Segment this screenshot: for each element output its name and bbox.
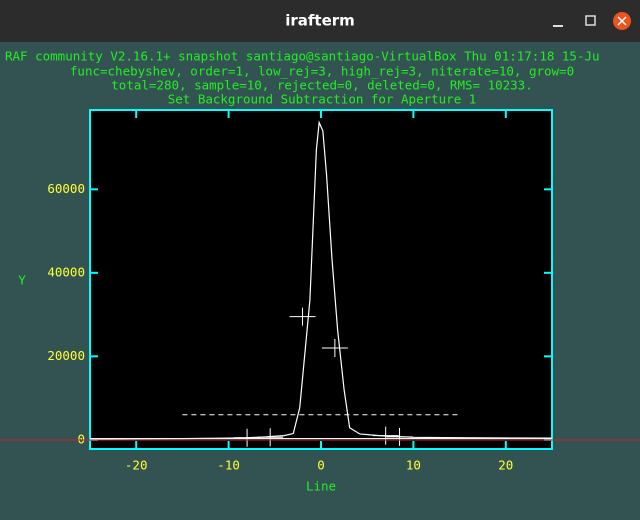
sample-cross xyxy=(321,338,348,357)
maximize-button[interactable] xyxy=(585,15,596,26)
header-line: Set Background Subtraction for Aperture … xyxy=(168,92,477,107)
close-button[interactable] xyxy=(613,12,631,30)
title-bar xyxy=(0,0,640,42)
plot-area xyxy=(89,109,553,450)
x-tick-label: -20 xyxy=(125,458,148,473)
y-tick-label: 0 xyxy=(77,431,85,446)
y-axis-label: Y xyxy=(18,273,26,288)
x-axis-label: Line xyxy=(306,479,336,494)
x-tick-label: 20 xyxy=(498,458,513,473)
y-tick-label: 20000 xyxy=(47,348,85,363)
window-title: irafterm xyxy=(285,12,355,30)
x-tick-label: -10 xyxy=(217,458,240,473)
y-tick-label: 40000 xyxy=(47,264,85,279)
x-tick-label: 0 xyxy=(317,458,325,473)
sample-cross xyxy=(257,428,284,447)
plot: -20 -10 0 10 20 0 20000 40000 60000 xyxy=(47,110,553,473)
header-line: func=chebyshev, order=1, low_rej=3, high… xyxy=(70,64,574,79)
sample-cross xyxy=(234,428,261,447)
sample-cross xyxy=(386,427,413,446)
sample-cross xyxy=(372,426,399,445)
x-tick-label: 10 xyxy=(406,458,421,473)
header-line: total=280, sample=10, rejected=0, delete… xyxy=(111,78,532,93)
sample-cross xyxy=(289,307,316,326)
y-tick-label: 60000 xyxy=(47,181,85,196)
header-line: RAF community V2.16.1+ snapshot santiago… xyxy=(5,49,600,64)
